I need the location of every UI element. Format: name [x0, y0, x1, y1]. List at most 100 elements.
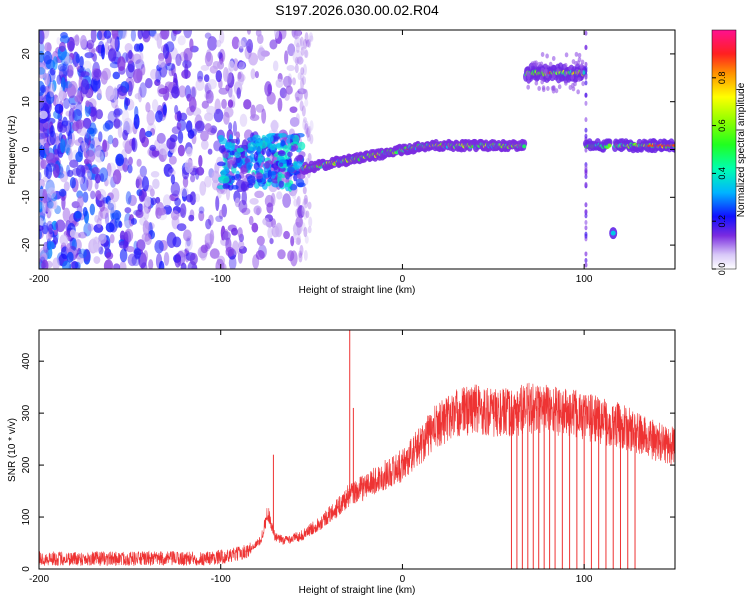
- spectrogram-cell: [584, 258, 588, 264]
- snr-ylabel: SNR (10 * v/v): [7, 418, 18, 482]
- spectrogram-cell: [575, 68, 580, 74]
- spectrogram-cell: [584, 209, 588, 215]
- spectrogram-cell: [163, 163, 173, 177]
- spectrogram-cell: [141, 30, 150, 39]
- spectrogram-cell: [200, 130, 209, 142]
- spectrogram-cell: [128, 49, 133, 60]
- spectrogram-cell: [122, 129, 128, 141]
- spectrogram-cell: [556, 68, 560, 74]
- spectrogram-cell: [59, 86, 64, 100]
- spectrogram-cell: [292, 143, 298, 152]
- spectrogram-cell: [189, 191, 197, 206]
- spectrogram-cell: [74, 139, 83, 146]
- spectrogram-cell: [215, 215, 223, 223]
- spectrogram-cell: [89, 203, 96, 216]
- spectrogram-cell: [141, 176, 150, 192]
- colorbar-ticks: 0.0 0.2 0.4 0.6 0.8: [712, 72, 727, 275]
- spectrogram-cell: [544, 63, 548, 69]
- spectrogram-cell: [135, 209, 144, 218]
- spectrogram-cell: [237, 249, 243, 264]
- spectrogram-cell: [203, 74, 210, 83]
- spectrogram-cell: [266, 202, 274, 214]
- spectrogram-cell: [184, 236, 193, 251]
- spectrogram-cell: [190, 86, 197, 99]
- spectrogram-cell: [232, 120, 237, 136]
- spectrogram-cell: [127, 164, 133, 174]
- spectrogram-cell: [168, 168, 176, 177]
- spectrogram-cell: [131, 254, 141, 267]
- spectrogram-cell: [261, 134, 266, 143]
- y-tick-label: 300: [21, 404, 32, 421]
- spectrogram-cell: [52, 163, 60, 178]
- spectrogram-cell: [206, 105, 216, 115]
- spectrogram-cell: [296, 56, 304, 65]
- spectrogram-cell: [75, 63, 81, 70]
- spectrogram-cell: [111, 30, 119, 39]
- spectrogram-cell: [296, 224, 301, 236]
- spectrogram-cell: [294, 63, 299, 74]
- spectrogram-cell: [39, 130, 46, 147]
- spectrogram-cell: [117, 125, 123, 138]
- spectrogram-cell: [289, 184, 298, 191]
- spectrogram-cell: [282, 75, 293, 88]
- spectrogram-cell: [47, 200, 54, 209]
- spectrogram-cell: [159, 30, 168, 40]
- spectrogram-cell: [68, 108, 75, 123]
- spectrogram-cell: [209, 229, 215, 245]
- spectrogram-cell: [89, 122, 97, 137]
- spectrogram-cell: [302, 186, 307, 195]
- spectrogram-cell: [218, 137, 228, 145]
- spectrogram-cell: [198, 206, 205, 214]
- spectrogram-cell: [304, 98, 309, 107]
- spectrogram-cell: [253, 151, 258, 162]
- spectrogram-cell: [119, 30, 127, 39]
- spectrogram-cell: [306, 126, 311, 138]
- spectrogram-cell: [107, 134, 114, 145]
- spectrogram-cell: [194, 193, 201, 203]
- spectrogram-cell: [303, 249, 308, 261]
- spectrogram-cell: [115, 153, 125, 167]
- spectrogram-cell: [102, 122, 111, 132]
- spectrogram-cell: [106, 162, 112, 177]
- spectrogram-cell: [106, 86, 115, 101]
- spectrogram-cell: [112, 175, 117, 183]
- spectrogram-cell: [261, 108, 267, 124]
- spectrogram-cell: [296, 233, 301, 246]
- spectrogram-cell: [158, 207, 167, 216]
- spectrogram-cell: [303, 194, 308, 205]
- spectrogram-cell: [577, 52, 582, 58]
- spectrogram-cell: [580, 59, 585, 65]
- spectrogram-cell: [158, 88, 168, 95]
- spectrogram-cell: [45, 179, 55, 195]
- spectrogram-cell: [180, 187, 189, 197]
- spectrogram-cell: [71, 261, 79, 269]
- spectrogram-cell: [79, 35, 87, 49]
- spectrogram-cell: [198, 155, 203, 168]
- spectrogram-cell: [109, 234, 115, 244]
- spectrogram-cell: [86, 39, 95, 50]
- spectrogram-cell: [248, 215, 254, 226]
- spectrogram-cell: [189, 38, 194, 51]
- spectrogram-cell: [116, 83, 123, 93]
- spectrogram-cell: [135, 178, 140, 189]
- spectrogram-cell: [113, 108, 121, 119]
- spectrogram-cell: [139, 127, 146, 144]
- spectrogram-cell: [49, 67, 56, 76]
- spectrogram-cell: [142, 220, 150, 236]
- spectrogram-cell: [551, 56, 556, 62]
- spectrogram-cell: [564, 70, 568, 76]
- spectrogram-cell: [124, 207, 132, 214]
- spectrogram-cell: [39, 30, 45, 45]
- spectrogram-cell: [82, 191, 89, 203]
- spectrogram-cell: [302, 119, 307, 131]
- spectrogram-cell: [300, 67, 305, 76]
- spectrogram-cell: [113, 117, 121, 129]
- spectrogram-cell: [128, 156, 133, 166]
- spectrogram-cell: [296, 195, 301, 207]
- spectrogram-cell: [158, 143, 169, 156]
- spectrogram-cell: [573, 81, 577, 87]
- spectrogram-cell: [139, 82, 147, 98]
- spectrogram-cell: [278, 180, 284, 188]
